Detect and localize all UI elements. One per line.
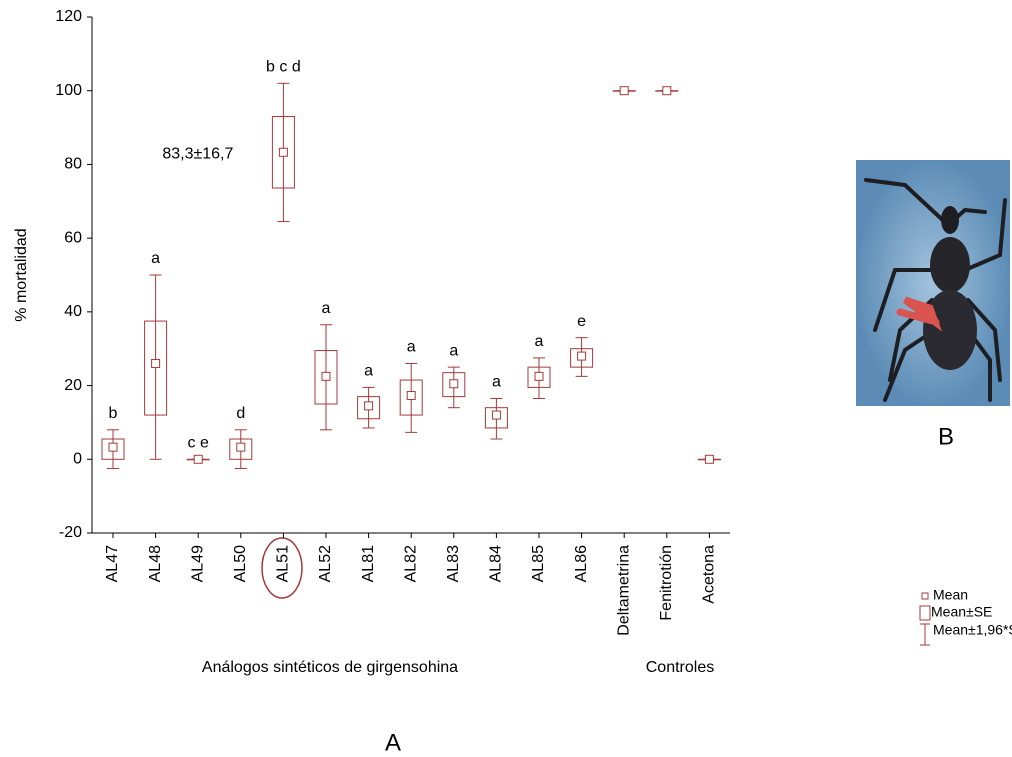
significance-letter: a	[407, 339, 416, 356]
significance-letter: b c d	[266, 59, 301, 76]
y-tick-label: 60	[64, 229, 82, 246]
significance-letter: a	[535, 333, 544, 350]
se-box	[101, 438, 125, 460]
y-tick-label: -20	[59, 524, 82, 541]
x-tick-label: AL47	[104, 545, 121, 582]
se-box	[271, 116, 295, 189]
y-tick-label: 20	[64, 377, 82, 394]
panel-label: A	[385, 729, 401, 756]
y-tick-label: 40	[64, 303, 82, 320]
se-box	[229, 438, 253, 460]
legend-label: Mean±SE	[931, 604, 992, 620]
se-box	[484, 407, 508, 429]
significance-letter: d	[236, 405, 245, 422]
x-tick-label: AL82	[402, 545, 419, 582]
mean-marker	[236, 442, 246, 452]
mean-marker	[704, 454, 714, 464]
group-label: Análogos sintéticos de girgensohina	[202, 659, 458, 676]
x-tick-label: AL49	[189, 545, 206, 582]
legend-label: Mean±1,96*SE	[933, 622, 1012, 638]
mean-marker	[449, 379, 459, 389]
x-tick-label: Fenitrotión	[658, 545, 675, 621]
legend-symbol	[919, 605, 931, 621]
y-tick-label: 80	[64, 156, 82, 173]
mean-marker	[278, 147, 288, 157]
mean-marker	[364, 401, 374, 411]
y-tick-label: 100	[55, 82, 82, 99]
mean-marker	[193, 454, 203, 464]
x-tick-label: AL50	[232, 545, 249, 582]
x-tick-label: AL52	[317, 545, 334, 582]
y-tick-label: 120	[55, 8, 82, 25]
se-box	[314, 350, 338, 405]
legend-symbol	[921, 592, 929, 600]
x-tick-label: AL85	[530, 545, 547, 582]
se-box	[144, 320, 168, 416]
x-tick-label: AL51	[275, 545, 292, 582]
mean-marker	[151, 358, 161, 368]
se-box	[442, 372, 466, 398]
se-box	[527, 366, 551, 388]
x-tick-label: AL86	[573, 545, 590, 582]
mean-marker	[619, 86, 629, 96]
legend-label: Mean	[933, 587, 968, 603]
x-tick-label: AL81	[360, 545, 377, 582]
mean-marker	[662, 86, 672, 96]
group-label: Controles	[646, 659, 714, 676]
y-axis-label: % mortalidad	[13, 228, 30, 321]
significance-letter: a	[492, 374, 501, 391]
mean-marker	[108, 442, 118, 452]
highlight-ellipse	[261, 537, 303, 599]
significance-letter: b	[109, 405, 118, 422]
x-tick-label: AL84	[488, 545, 505, 582]
mean-marker	[577, 351, 587, 361]
significance-letter: a	[151, 250, 160, 267]
significance-letter: e	[577, 313, 586, 330]
x-tick-label: Acetona	[701, 545, 718, 604]
se-box	[357, 396, 381, 420]
significance-letter: a	[449, 342, 458, 359]
insect-photo	[856, 160, 1010, 406]
significance-letter: a	[322, 300, 331, 317]
y-tick-label: 0	[73, 451, 82, 468]
x-tick-label: AL83	[445, 545, 462, 582]
x-tick-label: AL48	[147, 545, 164, 582]
legend-symbol	[920, 623, 930, 646]
panel-label: B	[938, 423, 954, 450]
se-box	[399, 379, 423, 416]
x-tick-label: Deltametrina	[615, 545, 632, 636]
mean-marker	[406, 391, 416, 401]
significance-letter: c e	[188, 435, 209, 452]
significance-letter: a	[364, 363, 373, 380]
mean-marker	[491, 410, 501, 420]
mean-marker	[321, 371, 331, 381]
mean-marker	[534, 371, 544, 381]
annotation: 83,3±16,7	[162, 145, 233, 162]
se-box	[570, 348, 594, 368]
